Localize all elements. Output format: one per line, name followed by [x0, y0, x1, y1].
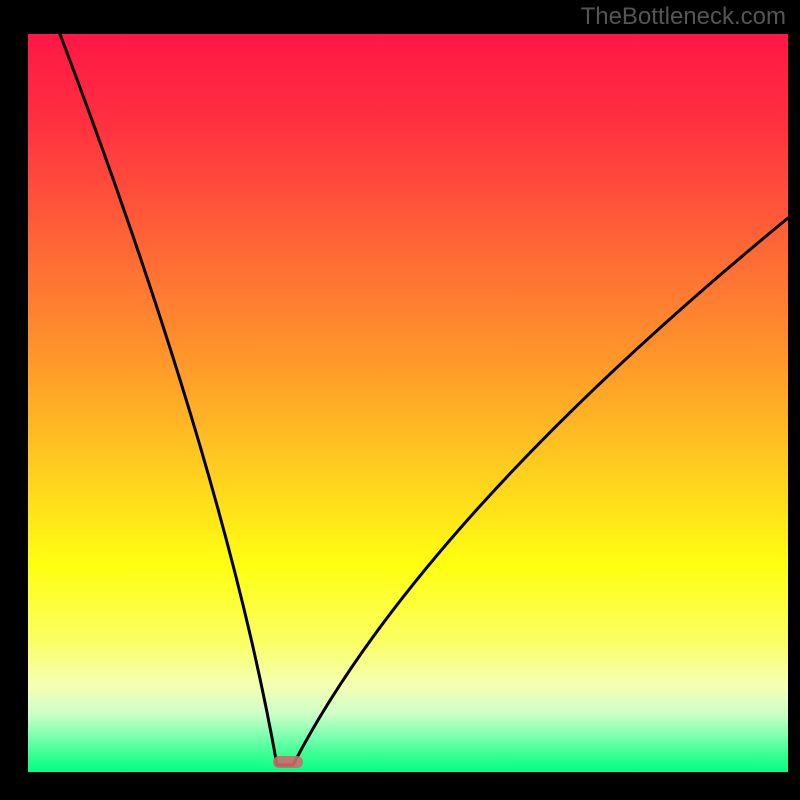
- apex-marker: [273, 756, 303, 768]
- plot-area: [28, 34, 788, 772]
- chart-frame: TheBottleneck.com: [0, 0, 800, 800]
- chart-svg: [0, 0, 800, 800]
- watermark-text: TheBottleneck.com: [581, 3, 786, 31]
